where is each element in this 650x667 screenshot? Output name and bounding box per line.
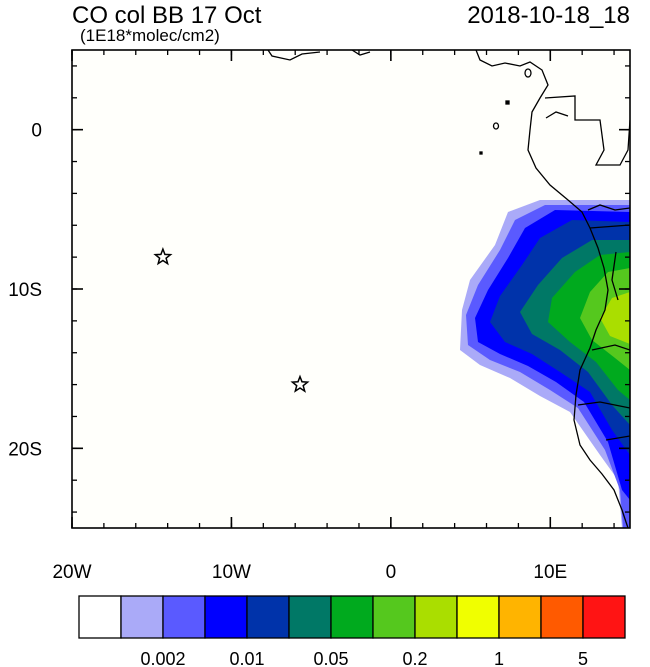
colorbar-box	[330, 595, 374, 639]
axis-ticks: 20W 10W 0 10E 0 10S 20S	[8, 50, 630, 583]
colorbar-box	[246, 595, 290, 639]
coastlines	[267, 50, 630, 528]
colorbar-box	[120, 595, 164, 639]
colorbar-box	[162, 595, 206, 639]
colorbar-box	[204, 595, 248, 639]
map-units: (1E18*molec/cm2)	[80, 26, 220, 45]
colorbar-box	[456, 595, 500, 639]
colorbar-label: 0.05	[313, 649, 348, 667]
colorbar-box	[540, 595, 584, 639]
star-markers	[153, 246, 310, 393]
colorbar-label: 5	[578, 649, 588, 667]
y-tick-label: 20S	[8, 439, 42, 460]
co-plume	[460, 200, 630, 528]
colorbar-label: 1	[494, 649, 504, 667]
colorbar-box	[414, 595, 458, 639]
colorbar-label: 0.002	[140, 649, 185, 667]
colorbar-box	[288, 595, 332, 639]
x-tick-label: 20W	[52, 562, 91, 583]
islands	[479, 68, 532, 155]
star-marker	[153, 246, 173, 266]
y-tick-label: 10S	[8, 280, 42, 301]
colorbar-box	[372, 595, 416, 639]
colorbar-label: 0.2	[402, 649, 427, 667]
x-tick-label: 10W	[212, 562, 251, 583]
colorbar-box	[498, 595, 542, 639]
y-tick-label: 0	[31, 121, 42, 142]
star-marker	[290, 374, 310, 393]
x-tick-label: 0	[386, 562, 397, 583]
plume-level-8	[600, 292, 630, 344]
x-tick-label: 10E	[533, 562, 567, 583]
colorbar-box	[582, 595, 626, 639]
map-title: CO col BB 17 Oct	[72, 2, 262, 29]
colorbar-label: 0.01	[229, 649, 264, 667]
map-timestamp: 2018-10-18_18	[467, 2, 630, 29]
colorbar-box	[78, 595, 122, 639]
